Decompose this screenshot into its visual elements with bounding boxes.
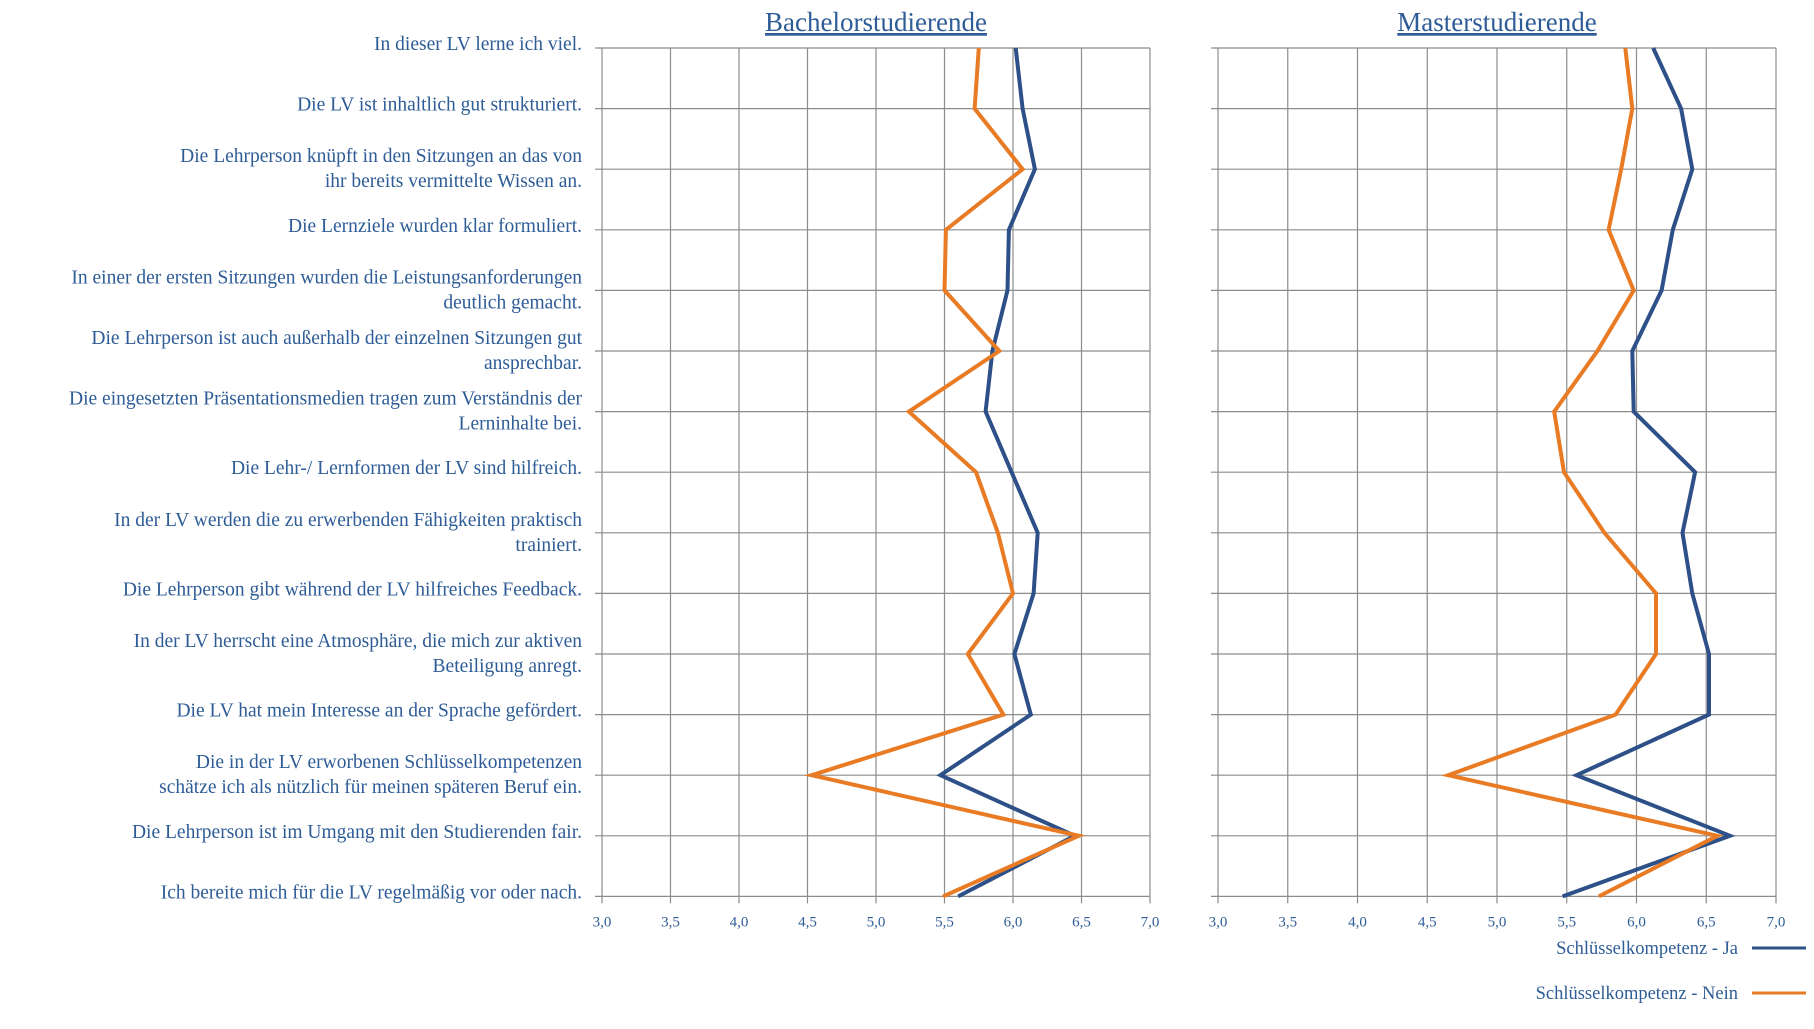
question-label-line: Die eingesetzten Präsentationsmedien tra… <box>69 389 582 410</box>
question-label: In dieser LV lerne ich viel. <box>374 34 582 55</box>
x-tick-label: 7,0 <box>1141 914 1160 930</box>
x-tick-label: 4,0 <box>730 914 749 930</box>
x-tick-label: 6,0 <box>1004 914 1023 930</box>
question-label-line: ihr bereits vermittelte Wissen an. <box>325 171 582 192</box>
legend-label: Schlüsselkompetenz - Nein <box>1536 984 1738 1004</box>
panel-title: Masterstudierende <box>1397 7 1596 37</box>
panel-title: Bachelorstudierende <box>765 7 987 37</box>
question-label: Die LV ist inhaltlich gut strukturiert. <box>297 95 582 116</box>
question-label-line: trainiert. <box>515 535 582 556</box>
x-tick-label: 3,0 <box>593 914 612 930</box>
x-tick-label: 4,0 <box>1348 914 1367 930</box>
question-label-line: Die Lehrperson ist auch außerhalb der ei… <box>91 328 582 349</box>
series-line-nein <box>1441 47 1724 899</box>
question-label: Die Lehrperson ist im Umgang mit den Stu… <box>132 822 582 843</box>
question-label-line: Die Lehrperson knüpft in den Sitzungen a… <box>180 146 582 167</box>
question-label: Die Lehr-/ Lernformen der LV sind hilfre… <box>231 458 582 479</box>
x-tick-label: 3,0 <box>1209 914 1228 930</box>
question-label-line: ansprechbar. <box>484 353 582 374</box>
x-tick-label: 6,0 <box>1627 914 1646 930</box>
question-label-line: In der LV herrscht eine Atmosphäre, die … <box>134 631 583 652</box>
x-tick-label: 5,0 <box>1488 914 1507 930</box>
legend-label: Schlüsselkompetenz - Ja <box>1556 939 1738 959</box>
series-line-nein <box>803 47 1086 899</box>
question-label: Die LV hat mein Interesse an der Sprache… <box>176 701 582 722</box>
question-label-line: Die in der LV erworbenen Schlüsselkompet… <box>196 752 582 773</box>
x-tick-label: 5,5 <box>1557 914 1576 930</box>
series-line-ja <box>936 47 1080 899</box>
question-label: Die Lernziele wurden klar formuliert. <box>288 216 582 237</box>
x-tick-label: 5,5 <box>935 914 954 930</box>
x-tick-label: 6,5 <box>1072 914 1091 930</box>
x-tick-label: 3,5 <box>1278 914 1297 930</box>
question-label-line: In einer der ersten Sitzungen wurden die… <box>71 267 582 288</box>
x-tick-label: 5,0 <box>867 914 886 930</box>
question-label-line: In der LV werden die zu erwerbenden Fähi… <box>114 510 582 531</box>
question-label: Ich bereite mich für die LV regelmäßig v… <box>161 882 582 903</box>
question-label-line: Beteiligung anregt. <box>433 656 582 677</box>
question-label-line: Lerninhalte bei. <box>459 414 582 435</box>
series-line-ja <box>1561 47 1736 899</box>
question-label-line: deutlich gemacht. <box>443 292 582 313</box>
x-tick-label: 6,5 <box>1697 914 1716 930</box>
x-tick-label: 4,5 <box>798 914 817 930</box>
x-tick-label: 4,5 <box>1418 914 1437 930</box>
x-tick-label: 7,0 <box>1767 914 1786 930</box>
question-label: Die Lehrperson gibt während der LV hilfr… <box>123 579 582 600</box>
question-label-line: schätze ich als nützlich für meinen spät… <box>159 777 582 798</box>
x-tick-label: 3,5 <box>661 914 680 930</box>
